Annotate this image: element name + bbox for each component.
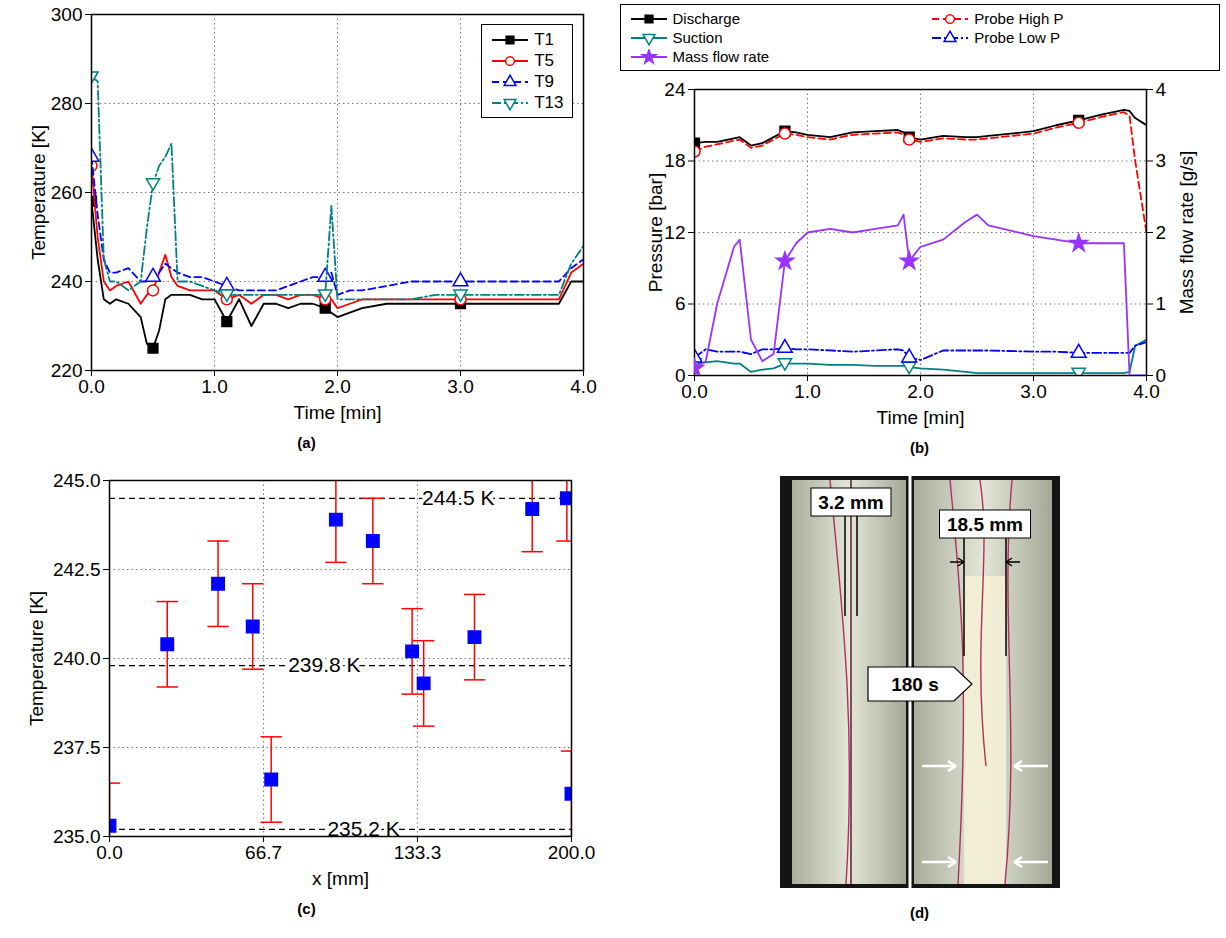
svg-text:0: 0: [1155, 365, 1166, 386]
html-text:T5: T5: [534, 50, 554, 70]
html-text:Probe Low P: Probe Low P: [974, 29, 1061, 46]
html-text:T1: T1: [534, 29, 554, 49]
svg-text:242.5: 242.5: [52, 559, 100, 580]
svg-text:2: 2: [1155, 222, 1166, 243]
svg-text:6: 6: [674, 293, 685, 314]
html-text:(b): (b): [909, 439, 930, 456]
svg-text:x [mm]: x [mm]: [312, 868, 369, 889]
svg-text:12: 12: [664, 222, 685, 243]
html-text:Mass flow rate: Mass flow rate: [672, 48, 770, 65]
svg-text:18.5 mm: 18.5 mm: [946, 514, 1022, 535]
html-text:(a): (a): [297, 434, 316, 451]
html-text:Probe High P: Probe High P: [974, 10, 1064, 27]
svg-text:3.0: 3.0: [1020, 381, 1046, 402]
svg-text:180 s: 180 s: [891, 674, 939, 695]
svg-text:24: 24: [664, 79, 686, 100]
svg-text:4.0: 4.0: [570, 376, 596, 397]
svg-text:0.0: 0.0: [78, 376, 104, 397]
svg-text:Pressure [bar]: Pressure [bar]: [644, 173, 665, 292]
html-text:T9: T9: [534, 71, 554, 91]
html-text:(d): (d): [909, 904, 930, 921]
svg-text:0.0: 0.0: [681, 381, 707, 402]
svg-text:Temperature [K]: Temperature [K]: [27, 125, 48, 260]
svg-text:2.0: 2.0: [907, 381, 933, 402]
svg-text:3: 3: [1155, 150, 1166, 171]
svg-text:2.0: 2.0: [324, 376, 350, 397]
svg-text:237.5: 237.5: [52, 737, 100, 758]
svg-text:3.0: 3.0: [447, 376, 473, 397]
svg-text:244.5 K: 244.5 K: [422, 486, 494, 509]
svg-text:240.0: 240.0: [52, 648, 100, 669]
svg-text:0: 0: [674, 364, 685, 386]
svg-text:4: 4: [1155, 79, 1166, 100]
svg-text:3.2 mm: 3.2 mm: [818, 492, 883, 513]
svg-text:4.0: 4.0: [1133, 381, 1159, 402]
html-text:Discharge: Discharge: [672, 10, 740, 27]
svg-text:Time [min]: Time [min]: [293, 402, 381, 423]
svg-text:280: 280: [50, 93, 82, 114]
html-text:(c): (c): [297, 900, 316, 917]
svg-text:220: 220: [50, 359, 82, 381]
svg-text:1: 1: [1155, 293, 1166, 314]
svg-text:235.0: 235.0: [52, 826, 100, 847]
svg-text:245.0: 245.0: [52, 470, 100, 491]
svg-text:18: 18: [664, 150, 685, 171]
svg-text:300: 300: [50, 4, 82, 25]
svg-text:0.0: 0.0: [96, 842, 122, 863]
svg-text:260: 260: [50, 182, 82, 203]
svg-text:66.7: 66.7: [245, 842, 282, 863]
svg-text:Time [min]: Time [min]: [876, 407, 964, 428]
svg-text:Mass flow rate [g/s]: Mass flow rate [g/s]: [1175, 151, 1196, 315]
svg-text:Temperature [K]: Temperature [K]: [25, 591, 46, 726]
svg-text:240: 240: [50, 271, 82, 292]
svg-text:235.2 K: 235.2 K: [326, 817, 400, 841]
html-text:Suction: Suction: [672, 29, 723, 46]
svg-text:200.0: 200.0: [547, 842, 595, 863]
svg-text:133.3: 133.3: [393, 842, 441, 863]
svg-text:239.8 K: 239.8 K: [288, 653, 360, 676]
html-text:T13: T13: [534, 92, 564, 112]
svg-text:1.0: 1.0: [201, 376, 227, 397]
svg-text:1.0: 1.0: [794, 381, 820, 402]
